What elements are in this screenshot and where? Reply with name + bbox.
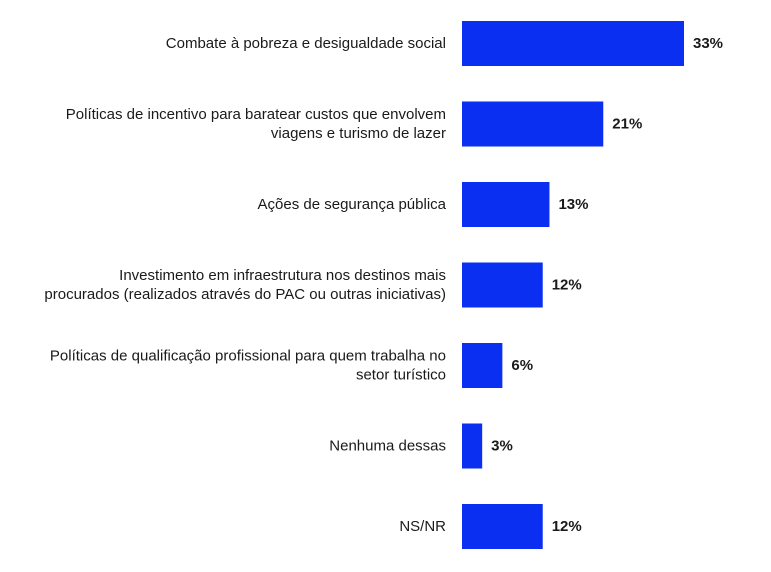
category-label-line: procurados (realizados através do PAC ou…	[44, 286, 446, 303]
bar	[462, 182, 550, 227]
bar	[462, 423, 483, 469]
data-label: 21%	[612, 116, 642, 133]
data-label: 12%	[552, 518, 582, 535]
category-label-line: viagens e turismo de lazer	[271, 125, 446, 142]
bar	[462, 504, 543, 549]
data-label: 13%	[558, 196, 588, 213]
bar	[462, 262, 543, 308]
category-label-line: NS/NR	[399, 518, 446, 535]
bar	[462, 343, 503, 388]
category-label: Políticas de qualificação profissional p…	[50, 348, 446, 384]
category-label: Políticas de incentivo para baratear cus…	[66, 106, 446, 142]
category-label-line: Políticas de qualificação profissional p…	[50, 348, 446, 365]
category-label: Investimento em infraestrutura nos desti…	[44, 267, 446, 303]
data-label: 3%	[491, 438, 513, 455]
category-label: Combate à pobreza e desigualdade social	[166, 35, 446, 52]
category-label-line: Ações de segurança pública	[258, 196, 447, 213]
category-label-line: Políticas de incentivo para baratear cus…	[66, 106, 446, 123]
category-label: NS/NR	[399, 518, 446, 535]
category-label-line: setor turístico	[356, 367, 446, 384]
category-label-line: Investimento em infraestrutura nos desti…	[119, 267, 446, 284]
data-label: 33%	[693, 35, 723, 52]
category-label: Ações de segurança pública	[258, 196, 447, 213]
data-label: 6%	[511, 357, 533, 374]
bar	[462, 101, 604, 147]
category-label-line: Combate à pobreza e desigualdade social	[166, 35, 446, 52]
category-label-line: Nenhuma dessas	[329, 438, 446, 455]
category-label: Nenhuma dessas	[329, 438, 446, 455]
bar	[462, 21, 684, 66]
data-label: 12%	[552, 277, 582, 294]
